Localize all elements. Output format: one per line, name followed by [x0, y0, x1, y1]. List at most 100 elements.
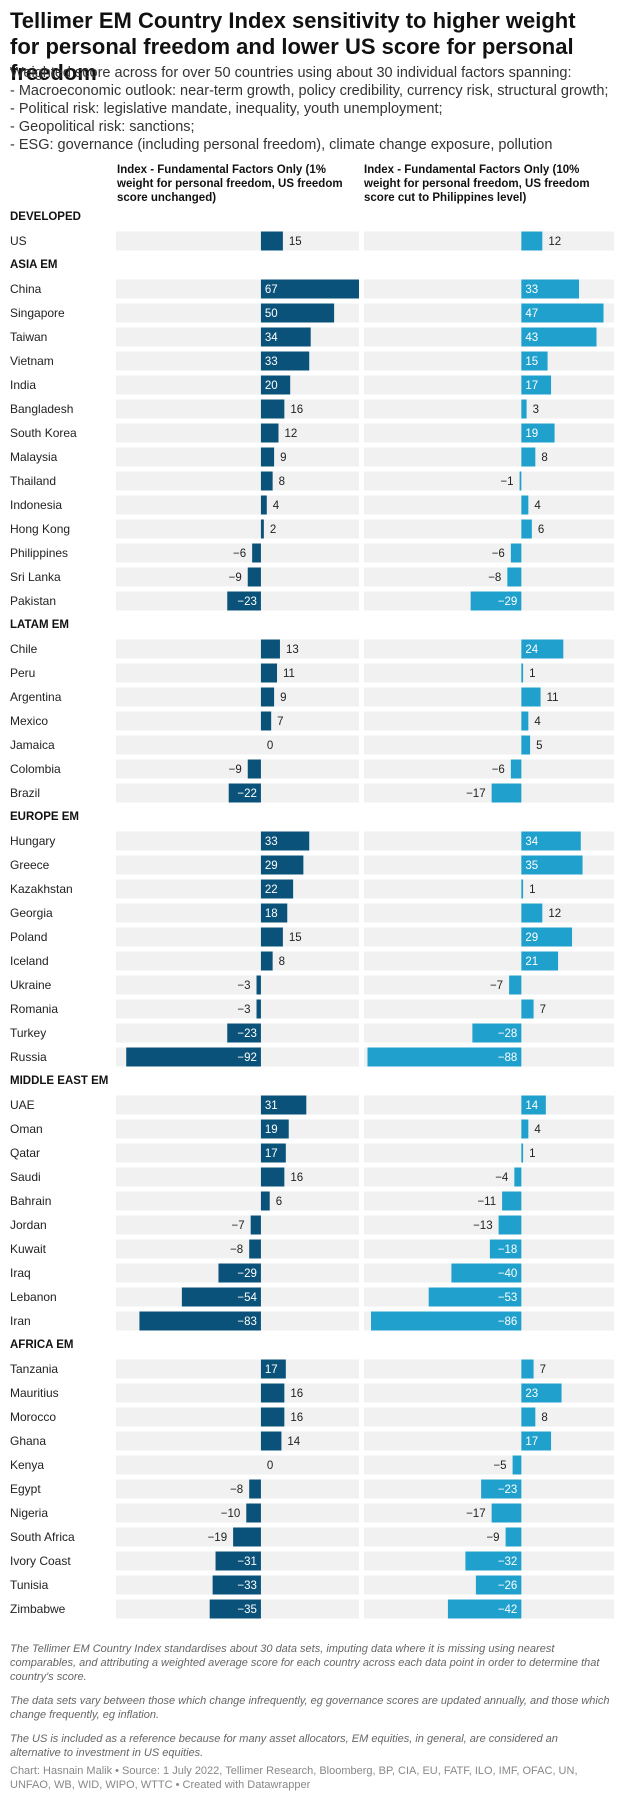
bar [260, 1119, 289, 1139]
data-label: 24 [525, 644, 538, 656]
bar [260, 639, 280, 659]
row-background [364, 1455, 614, 1475]
bar [521, 375, 552, 395]
row-background [364, 471, 614, 491]
data-label: 4 [534, 716, 541, 728]
data-label: −83 [237, 1316, 257, 1328]
bar [521, 1383, 562, 1403]
bar [260, 1191, 270, 1211]
data-label: 34 [265, 332, 278, 344]
data-label: 7 [540, 1004, 546, 1016]
country-label: Poland [10, 930, 47, 944]
data-label: −7 [490, 980, 503, 992]
row-background [364, 711, 614, 731]
data-label: 1 [529, 1148, 535, 1160]
data-label: 3 [533, 404, 539, 416]
data-label: 1 [529, 668, 535, 680]
data-label: −6 [492, 548, 505, 560]
bar [260, 855, 304, 875]
data-label: −26 [498, 1580, 518, 1592]
data-label: 1 [529, 884, 535, 896]
bar [510, 759, 522, 779]
group-label: LATAM EM [10, 619, 69, 631]
country-label: Nigeria [10, 1506, 48, 1520]
bar [260, 1143, 286, 1163]
data-label: 15 [289, 932, 302, 944]
bar [260, 1095, 307, 1115]
data-label: −19 [208, 1532, 228, 1544]
row-background [116, 399, 359, 419]
subtitle-line: - Geopolitical risk: sanctions; [10, 119, 195, 135]
bar [215, 1551, 261, 1571]
data-label: 22 [265, 884, 278, 896]
country-label: Jordan [10, 1218, 47, 1232]
row-background [116, 1095, 359, 1115]
row-background [364, 399, 614, 419]
data-label: 19 [265, 1124, 278, 1136]
bar [260, 447, 275, 467]
bar [260, 1167, 285, 1187]
data-label: −13 [473, 1220, 493, 1232]
bar [247, 567, 261, 587]
row-background [364, 1383, 614, 1403]
data-label: 0 [267, 740, 273, 752]
country-label: Oman [10, 1122, 43, 1136]
data-label: 19 [525, 428, 538, 440]
data-label: −6 [233, 548, 246, 560]
row-background [116, 1359, 359, 1379]
country-label: Hungary [10, 834, 55, 848]
bar [227, 591, 261, 611]
data-label: −23 [498, 1484, 518, 1496]
bar [228, 783, 261, 803]
bar [472, 1023, 522, 1043]
row-background [364, 375, 614, 395]
data-label: 29 [525, 932, 538, 944]
data-label: −8 [230, 1484, 243, 1496]
data-label: −88 [498, 1052, 518, 1064]
row-background [116, 351, 359, 371]
bar [370, 1311, 522, 1331]
bar [498, 1215, 522, 1235]
data-label: 17 [525, 380, 538, 392]
group-label: EUROPE EM [10, 811, 79, 823]
country-label: Bangladesh [10, 402, 73, 416]
row-background [116, 471, 359, 491]
data-label: 5 [536, 740, 542, 752]
bar [260, 1431, 282, 1451]
row-background [116, 999, 359, 1019]
country-label: Turkey [10, 1026, 46, 1040]
row-background [364, 423, 614, 443]
row-background [116, 1383, 359, 1403]
bar [260, 423, 279, 443]
bar [505, 1527, 522, 1547]
data-label: 15 [289, 236, 302, 248]
country-label: Lebanon [10, 1290, 57, 1304]
data-label: 29 [265, 860, 278, 872]
data-label: −32 [498, 1556, 518, 1568]
data-label: −17 [466, 788, 486, 800]
data-label: 14 [287, 1436, 300, 1448]
row-background [116, 567, 359, 587]
bar [521, 951, 559, 971]
country-label: Kazakhstan [10, 882, 73, 896]
row-background [116, 711, 359, 731]
row-background [116, 495, 359, 515]
subtitle-line: - Political risk: legislative mandate, i… [10, 101, 443, 117]
country-label: Iraq [10, 1266, 31, 1280]
bar [249, 1479, 261, 1499]
country-label: Pakistan [10, 594, 56, 608]
bar [521, 1119, 529, 1139]
row-background [116, 1215, 359, 1235]
row-background [116, 855, 359, 875]
data-label: −35 [237, 1604, 257, 1616]
country-label: Hong Kong [10, 522, 70, 536]
bar [521, 495, 529, 515]
country-label: Jamaica [10, 738, 55, 752]
data-label: 16 [290, 1172, 303, 1184]
row-background [364, 879, 614, 899]
bar [260, 471, 273, 491]
data-label: −3 [237, 1004, 250, 1016]
row-background [364, 999, 614, 1019]
bar [521, 999, 534, 1019]
